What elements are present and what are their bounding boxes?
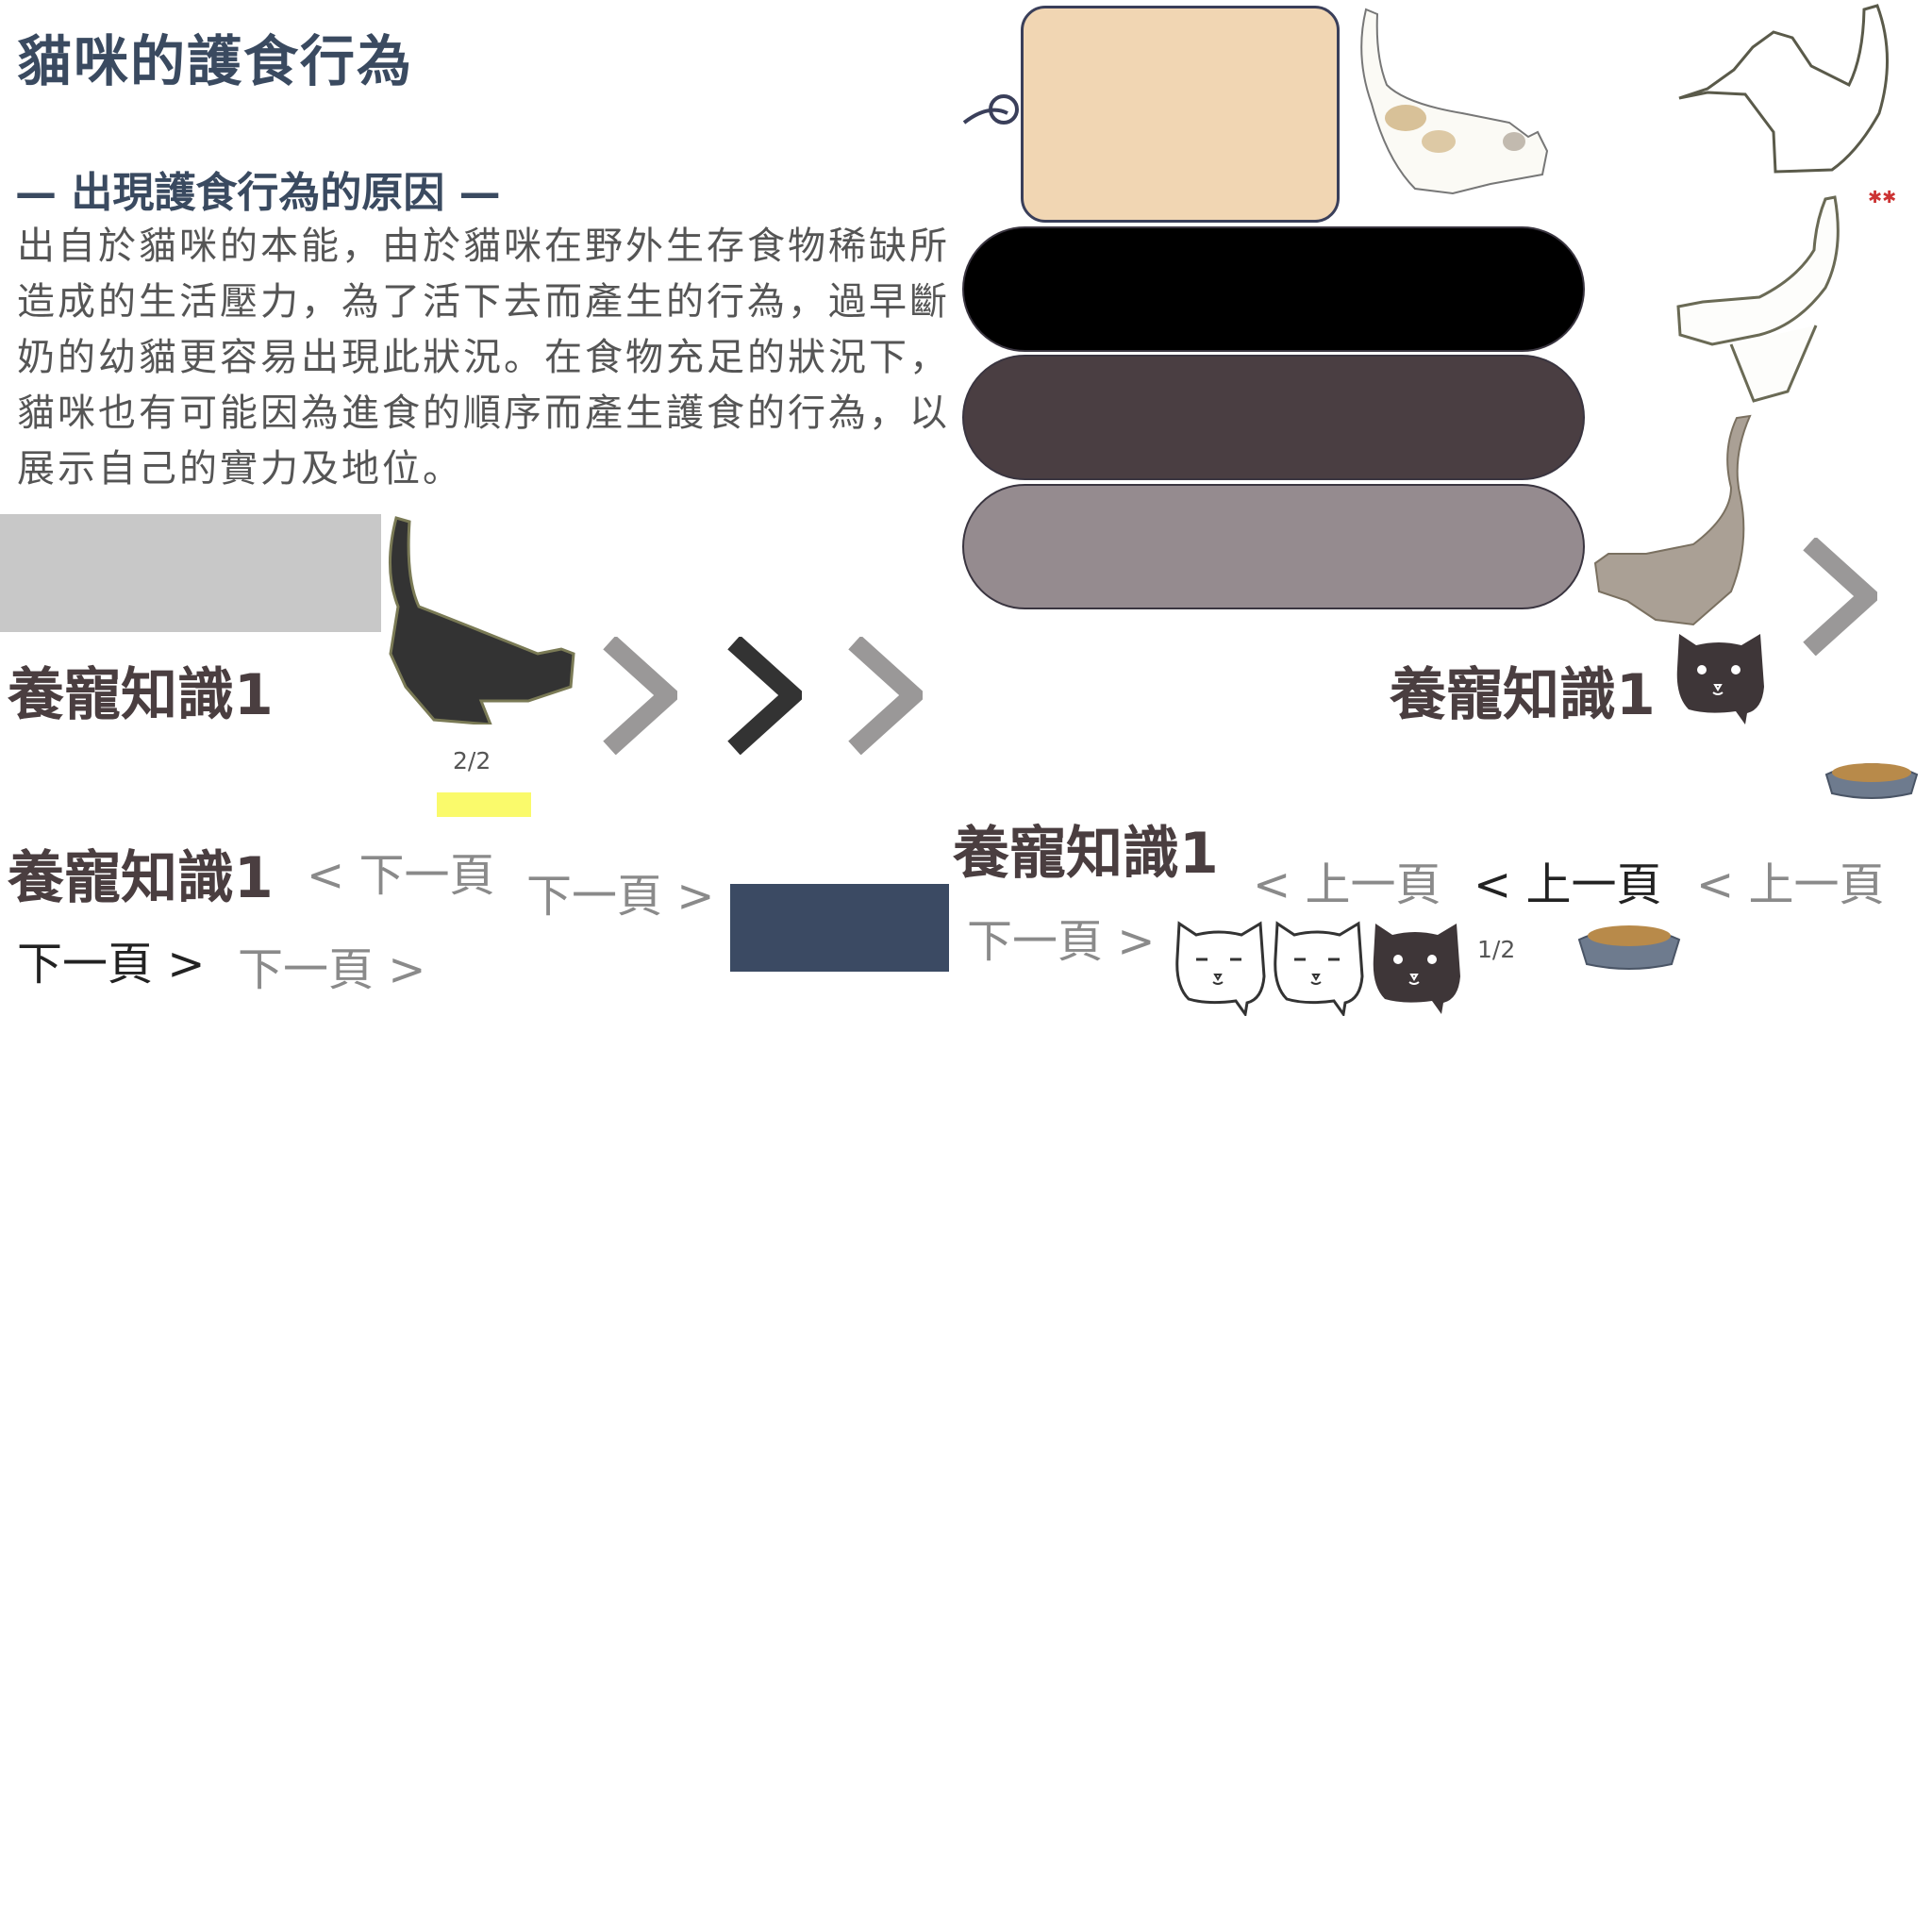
nav-next-button[interactable]: 下一頁 > — [17, 938, 206, 991]
nav-previous-button[interactable]: < 上一頁 — [1474, 858, 1662, 911]
svg-text:✱✱: ✱✱ — [1868, 188, 1896, 203]
cat-face-black-icon — [1373, 924, 1460, 1014]
chevron-right-icon[interactable] — [847, 637, 923, 755]
knowledge-title: 養寵知識1 — [1390, 662, 1656, 728]
page-indicator: 1/2 — [1477, 936, 1516, 963]
body-line: 貓咪也有可能因為進食的順序而產生護食的行為，以 — [17, 391, 950, 435]
progress-highlight — [437, 792, 531, 817]
body-text: 出自於貓咪的本能，由於貓咪在野外生存食物稀缺所 造成的生活壓力，為了活下去而產生… — [17, 219, 951, 497]
nav-next-button[interactable]: 下一頁 > — [238, 943, 426, 996]
body-line: 展示自己的實力及地位。 — [17, 447, 463, 491]
hissing-cat-icon: ✱✱ — [1678, 4, 1896, 203]
grey-cat-icon — [1593, 414, 1752, 626]
chevron-right-icon[interactable] — [602, 637, 677, 755]
food-bowl-icon — [1824, 763, 1919, 799]
page-title: 貓咪的護食行為 — [17, 29, 414, 93]
nav-previous-button[interactable]: < 上一頁 — [1253, 858, 1441, 911]
nav-next-button[interactable]: 下一頁 > — [526, 870, 715, 923]
body-line: 奶的幼貓更容易出現此狀況。在食物充足的狀況下， — [17, 336, 950, 379]
page-indicator: 2/2 — [453, 747, 491, 774]
pill-button-black[interactable] — [962, 226, 1585, 352]
pill-button-grey[interactable] — [962, 484, 1585, 609]
nav-previous-button[interactable]: < 上一頁 — [1696, 858, 1885, 911]
chevron-right-icon[interactable] — [1802, 538, 1877, 656]
body-line: 造成的生活壓力，為了活下去而產生的行為，過早斷 — [17, 280, 950, 324]
cat-face-white-icon — [1175, 921, 1266, 1016]
food-bowl-icon — [1577, 925, 1681, 970]
navy-block — [730, 884, 949, 972]
cat-face-black-icon — [1676, 634, 1764, 724]
knowledge-title: 養寵知識1 — [8, 845, 274, 911]
tag-ring-icon — [962, 94, 1019, 125]
chevron-right-icon[interactable] — [726, 637, 802, 755]
knowledge-title: 養寵知識1 — [8, 662, 274, 728]
nav-previous-button[interactable]: < 下一頁 — [307, 849, 495, 902]
section-heading: — 出現護食行為的原因 — — [15, 169, 501, 217]
pill-button-dark[interactable] — [962, 355, 1585, 480]
knowledge-title: 養寵知識1 — [953, 821, 1219, 887]
cat-face-white-icon — [1274, 921, 1364, 1016]
tag-card — [1021, 6, 1340, 223]
walking-cat-icon — [1360, 8, 1549, 195]
black-cat-silhouette-icon — [389, 516, 575, 724]
body-line: 出自於貓咪的本能，由於貓咪在野外生存食物稀缺所 — [17, 225, 950, 268]
crouching-cat-white-icon — [1676, 195, 1840, 403]
grey-block — [0, 514, 381, 632]
nav-next-button[interactable]: 下一頁 > — [967, 915, 1156, 968]
